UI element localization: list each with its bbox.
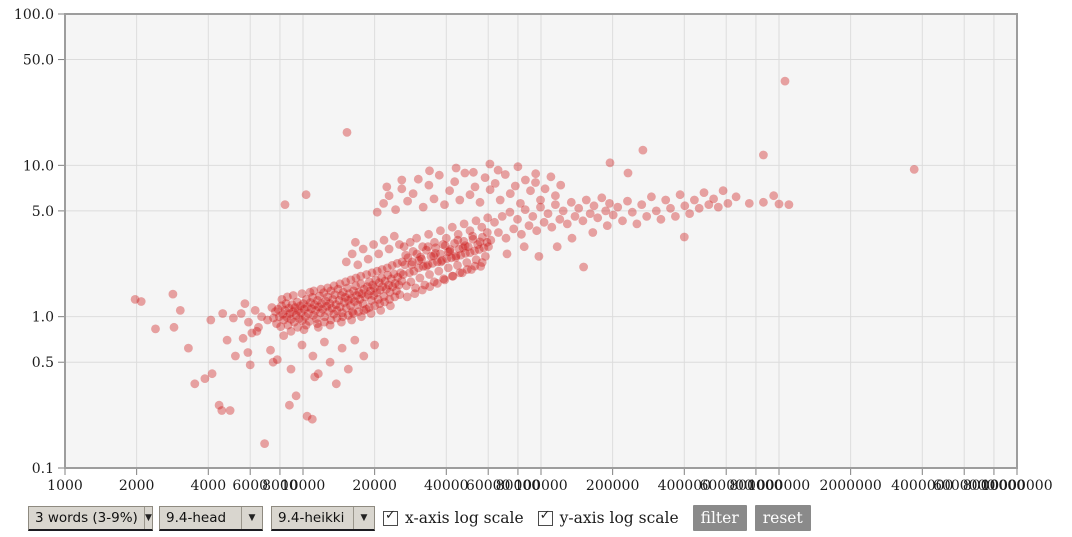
dropdown-arrow-icon[interactable]: ▼ (241, 506, 262, 529)
svg-text:8000: 8000 (262, 478, 298, 494)
svg-text:0.5: 0.5 (32, 355, 54, 371)
x-log-scale-option: ✓ x-axis log scale (383, 507, 524, 527)
svg-text:200000: 200000 (586, 478, 639, 494)
filter-button[interactable]: filter (692, 505, 747, 531)
svg-text:400000: 400000 (658, 478, 711, 494)
svg-text:1.0: 1.0 (32, 310, 54, 326)
svg-text:100.0: 100.0 (14, 7, 54, 23)
y-log-scale-option: ✓ y-axis log scale (537, 507, 679, 527)
svg-text:800000: 800000 (729, 478, 782, 494)
svg-text:20000: 20000 (352, 478, 397, 494)
controls-bar: 3 words (3-9%) ▼ 9.4-head ▼ 9.4-heikki ▼… (0, 501, 1072, 535)
svg-text:6000: 6000 (232, 478, 268, 494)
svg-text:2000: 2000 (119, 478, 155, 494)
plot-border (64, 13, 1018, 469)
y-axis-tick-labels: 100.0 50.0 10.0 5.0 1.0 0.5 0.1 (14, 7, 54, 477)
baseline-select-value: 9.4-head (166, 509, 227, 526)
svg-text:5.0: 5.0 (32, 204, 54, 220)
svg-text:4000: 4000 (190, 478, 226, 494)
svg-text:10.0: 10.0 (23, 158, 54, 174)
svg-text:50.0: 50.0 (23, 53, 54, 69)
svg-text:40000: 40000 (424, 478, 469, 494)
svg-text:10000: 10000 (281, 478, 326, 494)
gridlines (65, 14, 1017, 468)
compare-version-select[interactable]: 9.4-heikki ▼ (271, 505, 375, 531)
svg-text:0.1: 0.1 (32, 461, 54, 477)
svg-text:600000: 600000 (699, 478, 752, 494)
reset-button[interactable]: reset (754, 505, 811, 531)
checkmark-icon: ✓ (539, 507, 551, 523)
dataset-select-value: 3 words (3-9%) (35, 509, 138, 526)
checkmark-icon: ✓ (385, 507, 396, 523)
dropdown-arrow-icon[interactable]: ▼ (143, 506, 152, 529)
compare-select-value: 9.4-heikki (278, 509, 345, 526)
x-log-checkbox[interactable]: ✓ (383, 507, 398, 526)
dataset-select[interactable]: 3 words (3-9%) ▼ (28, 505, 153, 531)
svg-text:60000: 60000 (466, 478, 511, 494)
y-log-checkbox[interactable]: ✓ (537, 507, 553, 526)
svg-text:1000: 1000 (47, 478, 83, 494)
svg-text:80000: 80000 (496, 478, 541, 494)
svg-text:4000000: 4000000 (891, 478, 953, 494)
svg-text:100000: 100000 (514, 478, 567, 494)
svg-text:2000000: 2000000 (819, 478, 881, 494)
x-log-label: x-axis log scale (405, 509, 524, 527)
svg-text:10000000: 10000000 (981, 478, 1052, 494)
y-log-label: y-axis log scale (559, 509, 679, 527)
scatter-points (130, 76, 919, 448)
axis-tick-marks (58, 13, 1018, 475)
svg-text:6000000: 6000000 (933, 478, 995, 494)
dropdown-arrow-icon[interactable]: ▼ (353, 506, 374, 529)
baseline-version-select[interactable]: 9.4-head ▼ (159, 505, 263, 531)
svg-text:1000000: 1000000 (748, 478, 810, 494)
svg-text:8000000: 8000000 (963, 478, 1025, 494)
